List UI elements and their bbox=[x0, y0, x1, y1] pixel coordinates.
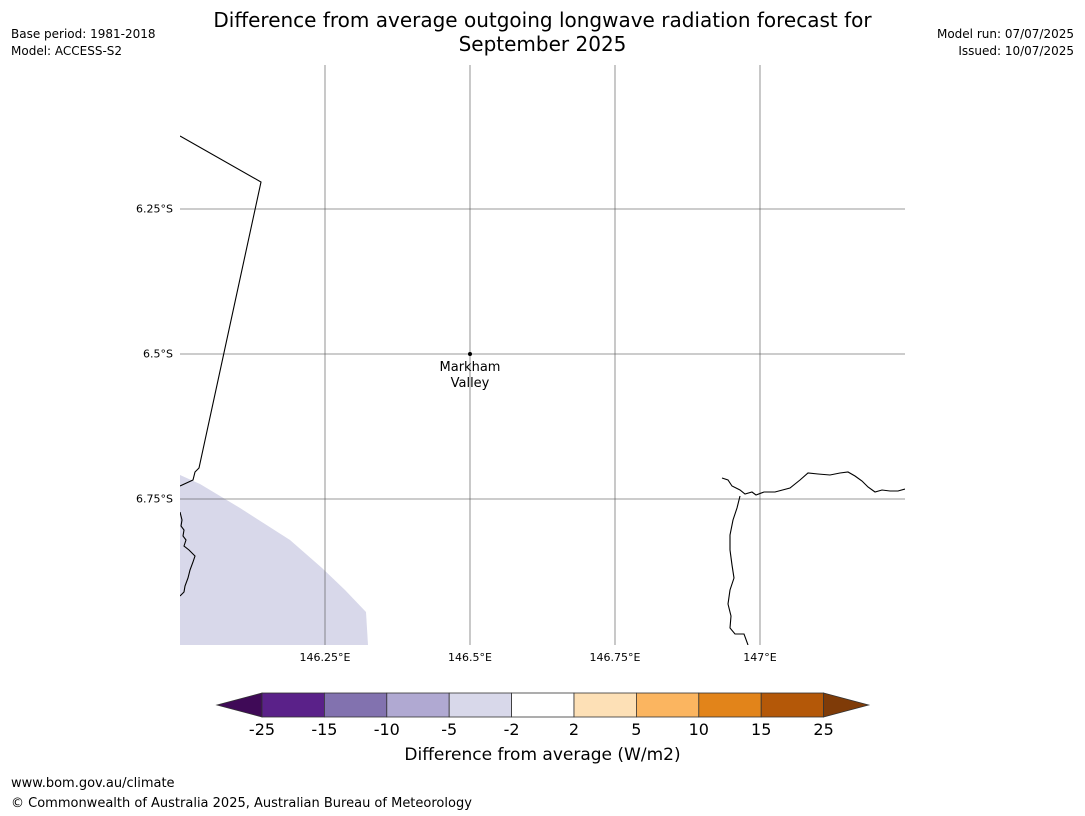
place-name-line-2: Valley bbox=[450, 376, 490, 391]
colorbar-tick-label: -2 bbox=[503, 720, 520, 739]
footer-url[interactable]: www.bom.gov.au/climate bbox=[11, 776, 175, 791]
issued-date: Issued: 10/07/2025 bbox=[958, 44, 1074, 58]
colorbar-segment bbox=[448, 692, 513, 718]
colorbar-tick-label: -10 bbox=[373, 720, 400, 739]
anomaly-shading bbox=[180, 475, 368, 645]
colorbar-title: Difference from average (W/m2) bbox=[404, 745, 681, 765]
lat-label-675: 6.75°S bbox=[136, 492, 173, 506]
colorbar-tick-label: 15 bbox=[751, 720, 772, 739]
colorbar-segment bbox=[323, 692, 388, 718]
colorbar-tick-label: 5 bbox=[631, 720, 642, 739]
colorbar-segment bbox=[698, 692, 762, 718]
colorbar-tick-label: -5 bbox=[441, 720, 458, 739]
location-marker bbox=[468, 352, 472, 356]
map-title: Difference from average outgoing longwav… bbox=[0, 8, 1085, 56]
lon-label-147: 147°E bbox=[743, 651, 777, 664]
title-line-2: September 2025 bbox=[458, 32, 627, 56]
colorbar-segment bbox=[261, 692, 325, 718]
model-name: Model: ACCESS-S2 bbox=[11, 44, 123, 58]
colorbar-segment bbox=[386, 692, 450, 718]
province-boundary bbox=[180, 135, 262, 487]
colorbar-tick-label: 10 bbox=[688, 720, 709, 739]
place-label: Markham Valley bbox=[440, 360, 501, 392]
coastline-east bbox=[721, 471, 905, 496]
place-name-line-1: Markham bbox=[439, 360, 501, 375]
river-east bbox=[727, 495, 749, 645]
colorbar-segment bbox=[636, 692, 700, 718]
lon-label-14625: 146.25°E bbox=[299, 651, 351, 664]
lon-label-1465: 146.5°E bbox=[448, 651, 492, 664]
base-period: Base period: 1981-2018 bbox=[11, 27, 156, 41]
lat-label-625: 6.25°S bbox=[136, 202, 173, 216]
meta-left: Base period: 1981-2018 Model: ACCESS-S2 bbox=[11, 26, 156, 60]
footer-copyright: © Commonwealth of Australia 2025, Austra… bbox=[11, 796, 472, 811]
title-line-1: Difference from average outgoing longwav… bbox=[213, 8, 872, 32]
gridlines bbox=[180, 65, 905, 645]
colorbar-segment bbox=[573, 692, 637, 718]
colorbar-tick-label: 25 bbox=[813, 720, 834, 739]
lon-label-14675: 146.75°E bbox=[589, 651, 641, 664]
lat-label-650: 6.5°S bbox=[143, 347, 173, 361]
colorbar-extend-low bbox=[215, 692, 263, 718]
colorbar-segment bbox=[511, 692, 575, 718]
colorbar-tick-label: -25 bbox=[248, 720, 276, 739]
meta-right: Model run: 07/07/2025 Issued: 10/07/2025 bbox=[937, 26, 1074, 60]
colorbar-tick-label: -15 bbox=[311, 720, 338, 739]
colorbar-tick-label: 2 bbox=[568, 720, 580, 739]
model-run: Model run: 07/07/2025 bbox=[936, 27, 1074, 41]
colorbar-extend-high bbox=[823, 692, 871, 718]
colorbar-segment bbox=[760, 692, 825, 718]
coastline-west bbox=[180, 511, 196, 597]
